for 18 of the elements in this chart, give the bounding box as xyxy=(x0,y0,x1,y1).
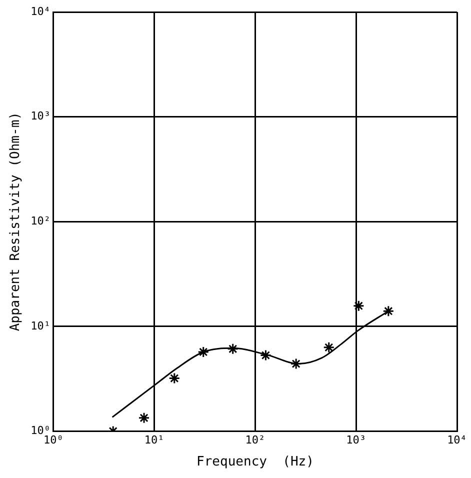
point xyxy=(290,358,302,370)
x-tick-label: 10¹ xyxy=(144,434,164,447)
y-tick-label: 10² xyxy=(30,214,50,228)
point xyxy=(382,305,394,317)
y-axis-title: Apparent Resistivity (Ohm-m) xyxy=(8,112,24,332)
y-tick-label: 10¹ xyxy=(30,319,50,332)
x-tick-label: 10⁴ xyxy=(447,434,467,447)
point xyxy=(168,372,180,384)
x-tick-label: 10² xyxy=(245,434,266,447)
point xyxy=(260,350,272,362)
x-tick-label: 10⁰ xyxy=(44,434,64,447)
y-tick-label: 10⁴ xyxy=(30,4,50,18)
y-tick-label: 10³ xyxy=(30,110,50,123)
x-tick-label: 10³ xyxy=(346,434,366,447)
x-axis-title: Frequency (Hz) xyxy=(196,454,314,470)
point xyxy=(138,412,150,424)
point xyxy=(352,300,364,312)
point xyxy=(198,346,210,358)
